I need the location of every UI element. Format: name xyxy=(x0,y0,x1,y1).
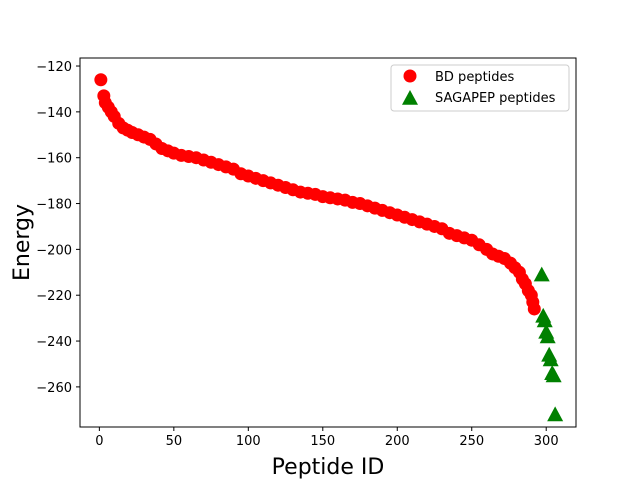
sagapep-peptide-point xyxy=(539,328,556,344)
x-tick-label: 0 xyxy=(95,434,103,449)
x-tick-label: 100 xyxy=(236,434,261,449)
y-axis-ticks: −120 −140 −160 −180 −200 −220 −240 −260 xyxy=(36,60,80,396)
legend-marker-bd-peptides xyxy=(403,69,417,83)
sagapep-peptide-point xyxy=(536,312,553,328)
sagapep-peptide-point xyxy=(547,406,564,422)
y-axis-label: Energy xyxy=(10,204,35,281)
x-tick-label: 300 xyxy=(534,434,559,449)
y-tick-label: −240 xyxy=(36,335,72,350)
bd-peptide-point xyxy=(94,73,108,87)
legend: BD peptides SAGAPEP peptides xyxy=(390,64,570,112)
x-tick-label: 200 xyxy=(385,434,410,449)
bd-peptide-point xyxy=(527,302,541,316)
x-axis-label: Peptide ID xyxy=(272,455,385,480)
x-tick-label: 250 xyxy=(459,434,484,449)
legend-box xyxy=(390,64,570,112)
y-tick-label: −140 xyxy=(36,106,72,121)
y-tick-label: −200 xyxy=(36,243,72,258)
legend-marker-sagapep-peptides xyxy=(402,90,418,105)
y-tick-label: −120 xyxy=(36,60,72,75)
sagapep-peptide-point xyxy=(545,367,562,383)
x-tick-label: 150 xyxy=(310,434,335,449)
legend-label-sagapep-peptides: SAGAPEP peptides xyxy=(435,91,556,106)
x-tick-label: 50 xyxy=(166,434,183,449)
axes-frame xyxy=(79,57,577,428)
x-axis-ticks: 0 50 100 150 200 250 300 xyxy=(95,427,559,449)
y-tick-label: −160 xyxy=(36,152,72,167)
data-points xyxy=(94,73,564,422)
sagapep-peptide-point xyxy=(533,266,550,282)
sagapep-peptide-point xyxy=(542,351,559,367)
y-tick-label: −260 xyxy=(36,381,72,396)
legend-label-bd-peptides: BD peptides xyxy=(435,70,515,85)
y-tick-label: −220 xyxy=(36,289,72,304)
y-tick-label: −180 xyxy=(36,198,72,213)
